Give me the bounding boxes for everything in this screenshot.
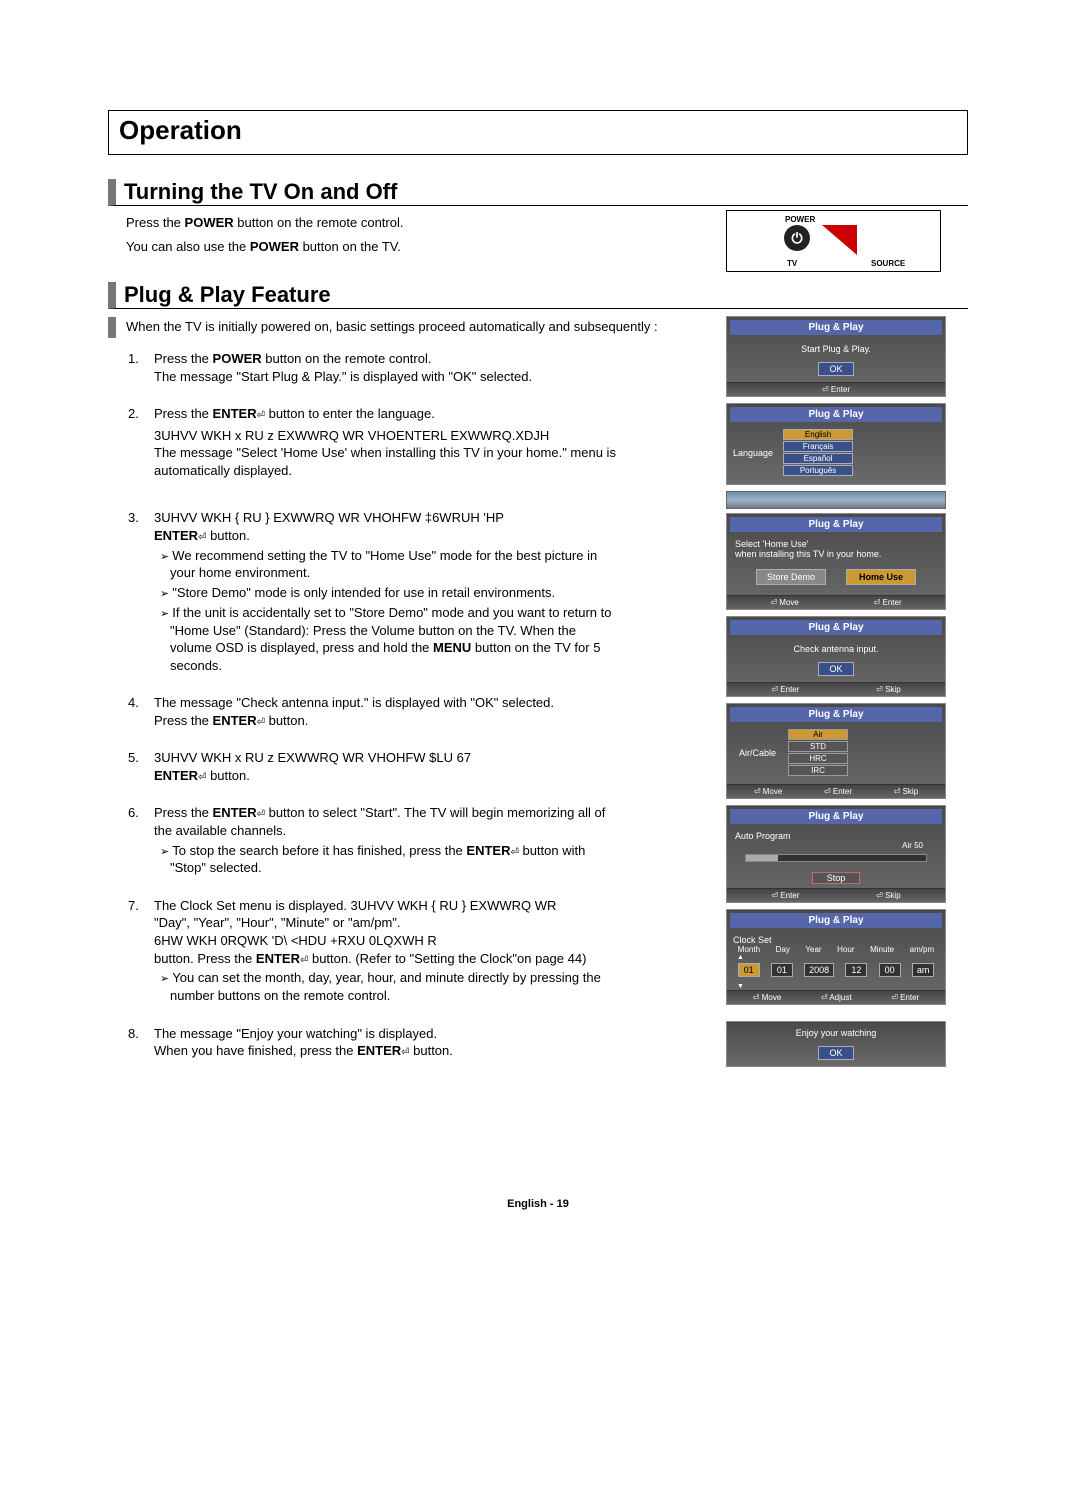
auto-program-label: Auto Program	[735, 831, 937, 841]
step-item: 6. Press the ENTER button to select "Sta…	[128, 804, 618, 876]
tv-photo	[726, 491, 946, 509]
osd-panel: Plug & Play Auto Program Air 50 Stop Ent…	[726, 805, 946, 903]
note-item: If the unit is accidentally set to "Stor…	[154, 604, 618, 674]
page-footer: English - 19	[108, 1198, 968, 1210]
page-title: Operation	[119, 115, 957, 146]
step-item: 4. The message "Check antenna input." is…	[128, 694, 618, 729]
osd-title: Plug & Play	[730, 320, 942, 335]
osd-panel: Plug & Play Language English Français Es…	[726, 403, 946, 485]
note-item: "Store Demo" mode is only intended for u…	[154, 584, 618, 602]
osd-panel: Plug & Play Select 'Home Use' when insta…	[726, 513, 946, 610]
page-title-bar: Operation	[108, 110, 968, 155]
lang-option: English	[783, 429, 853, 440]
steps-list: 1. Press the POWER button on the remote …	[128, 350, 618, 1059]
ok-button: OK	[818, 662, 853, 676]
section-heading: Turning the TV On and Off	[108, 179, 968, 206]
right-column: POWER ⏻ TV SOURCE Plug & Play Start Plug…	[726, 210, 956, 1073]
osd-panel: Plug & Play Start Plug & Play. OK Enter	[726, 316, 946, 397]
ok-button: OK	[818, 1046, 853, 1060]
store-demo-button: Store Demo	[756, 569, 826, 585]
power-label: POWER	[785, 215, 815, 224]
clock-set-label: Clock Set	[727, 931, 945, 945]
note-item: To stop the search before it has finishe…	[154, 842, 618, 877]
remote-diagram: POWER ⏻ TV SOURCE	[726, 210, 941, 272]
step-item: 3. 3UHVV WKH { RU } EXWWRQ WR VHOHFW ‡6W…	[128, 509, 618, 674]
power-icon: ⏻	[784, 225, 810, 251]
osd-panel: Plug & Play Check antenna input. OK Ente…	[726, 616, 946, 697]
source-label: SOURCE	[871, 259, 905, 268]
air-cable-label: Air/Cable	[739, 748, 776, 758]
highlight-wedge	[822, 225, 857, 255]
ok-button: OK	[818, 362, 853, 376]
note-item: We recommend setting the TV to "Home Use…	[154, 547, 618, 582]
lang-option: Español	[783, 453, 853, 464]
language-label: Language	[733, 448, 773, 458]
step-item: 1. Press the POWER button on the remote …	[128, 350, 618, 385]
osd-panel: Plug & Play Air/Cable Air STD HRC IRC Mo…	[726, 703, 946, 799]
step-item: 2. Press the ENTER button to enter the l…	[128, 405, 618, 479]
step-item: 8. The message "Enjoy your watching" is …	[128, 1025, 618, 1060]
step-item: 5. 3UHVV WKH x RU z EXWWRQ WR VHOHFW $LU…	[128, 749, 618, 784]
home-use-button: Home Use	[846, 569, 916, 585]
stop-button: Stop	[812, 872, 861, 884]
enter-hint: Enter	[822, 385, 850, 394]
lang-option: Português	[783, 465, 853, 476]
note-item: You can set the month, day, year, hour, …	[154, 969, 618, 1004]
osd-panel: Enjoy your watching OK	[726, 1021, 946, 1067]
osd-panel: Plug & Play Clock Set MonthDayYear HourM…	[726, 909, 946, 1005]
progress-bar	[745, 854, 927, 862]
step-item: 7. The Clock Set menu is displayed. 3UHV…	[128, 897, 618, 1005]
tv-label: TV	[787, 259, 797, 268]
lang-option: Français	[783, 441, 853, 452]
